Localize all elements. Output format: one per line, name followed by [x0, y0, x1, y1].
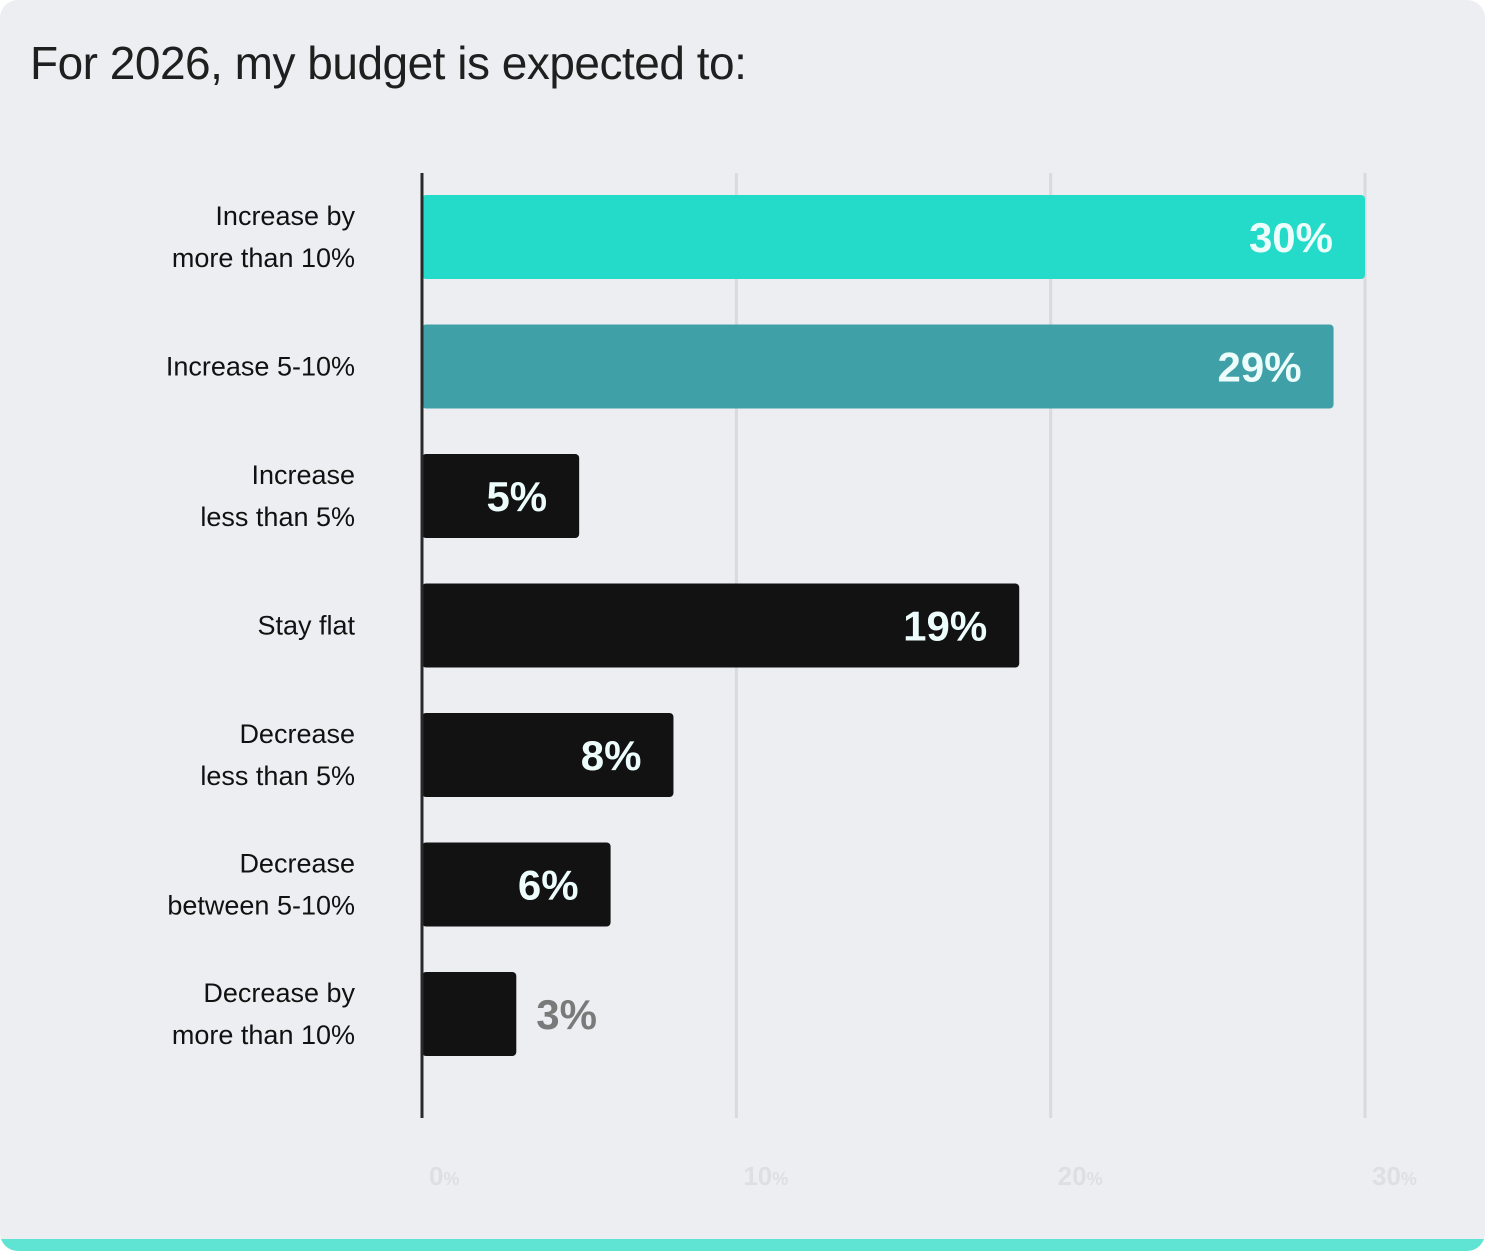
bar-value-label: 19% [903, 603, 987, 650]
category-label: Decrease by more than 10% [172, 978, 356, 1050]
category-label-line: less than 5% [200, 761, 355, 791]
category-label-line: between 5-10% [167, 891, 355, 921]
bar [422, 842, 611, 927]
bar [422, 972, 517, 1056]
category-label: Decrease between 5-10% [167, 849, 355, 921]
category-label-line: Increase by [215, 201, 355, 231]
x-tick-unit: % [772, 1169, 788, 1189]
category-label-line: Decrease [239, 849, 355, 879]
category-label-line: Increase [251, 460, 355, 490]
bar-value-label: 30% [1249, 214, 1333, 261]
category-label-line: Decrease by [203, 978, 355, 1008]
x-tick-number: 20 [1058, 1161, 1087, 1191]
bar [422, 454, 580, 538]
x-tick-unit: % [1401, 1169, 1417, 1189]
bar [422, 583, 1020, 668]
category-label: Increase by more than 10% [172, 201, 356, 273]
x-tick-number: 10 [743, 1161, 772, 1191]
category-label: Decrease less than 5% [200, 719, 355, 791]
category-label-line: Decrease [239, 719, 355, 749]
x-tick-number: 0 [429, 1161, 443, 1191]
category-label-line: Increase 5-10% [166, 352, 355, 382]
category-label-line: more than 10% [172, 243, 355, 273]
bar-value-label: 3% [536, 991, 597, 1038]
bar-value-label: 8% [581, 732, 642, 779]
category-label-line: more than 10% [172, 1020, 355, 1050]
bar-value-label: 29% [1218, 344, 1302, 391]
x-tick-unit: % [1087, 1169, 1103, 1189]
chart-title: For 2026, my budget is expected to: [30, 37, 747, 89]
category-label-line: less than 5% [200, 502, 355, 532]
x-tick-label: 0% [429, 1161, 459, 1191]
bar [422, 713, 674, 797]
category-label: Stay flat [257, 611, 355, 641]
x-tick-label: 10% [743, 1161, 788, 1191]
bar-value-label: 6% [518, 862, 579, 909]
x-tick-unit: % [443, 1169, 459, 1189]
category-label-line: Stay flat [257, 611, 355, 641]
x-tick-number: 30 [1372, 1161, 1401, 1191]
x-tick-label: 30% [1372, 1161, 1417, 1191]
category-label: Increase 5-10% [166, 352, 355, 382]
x-tick-label: 20% [1058, 1161, 1103, 1191]
bottom-accent-bar [0, 1239, 1485, 1251]
bar-value-label: 5% [486, 473, 547, 520]
bar [422, 324, 1334, 409]
category-label: Increase less than 5% [200, 460, 355, 532]
bar [422, 195, 1365, 279]
